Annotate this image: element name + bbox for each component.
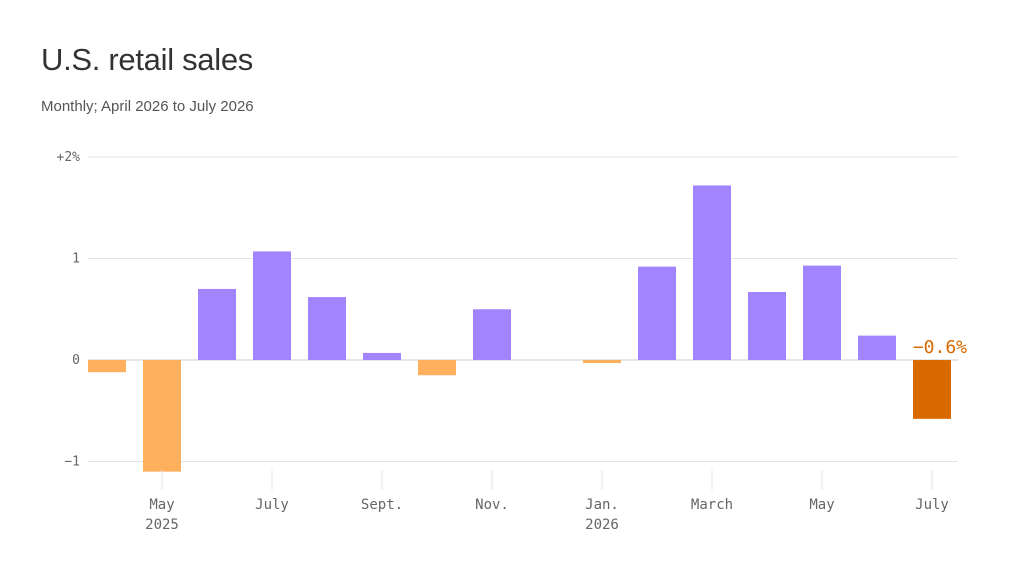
y-tick-label: 1: [72, 252, 80, 267]
x-tick-label: May: [809, 497, 834, 513]
bars-layer: [88, 185, 951, 472]
x-tick-year-label: 2026: [585, 517, 619, 533]
bar-june-2025: [198, 288, 236, 360]
bar-jan-2026: [583, 360, 621, 364]
x-tick-label: March: [691, 497, 733, 513]
bar-may-2026: [803, 265, 841, 360]
chart-title: U.S. retail sales: [41, 42, 253, 77]
bar-july-2025: [253, 251, 291, 360]
bar-june-2026: [858, 335, 896, 360]
y-tick-label: 0: [72, 353, 80, 368]
x-tick-label: July: [915, 497, 949, 513]
x-tick-label: Jan.: [585, 497, 619, 513]
bar-feb-2026: [638, 266, 676, 360]
highlight-value-label: −0.6%: [913, 337, 967, 358]
x-tick-label: July: [255, 497, 289, 513]
bar-nov-2025: [473, 309, 511, 360]
bar-april-2026: [748, 291, 786, 360]
bar-july-2026: [913, 360, 951, 419]
chart-subtitle: Monthly; April 2026 to July 2026: [41, 98, 254, 115]
bar-oct-2025: [418, 360, 456, 376]
x-tick-label: Nov.: [475, 497, 509, 513]
annotation-layer: −0.6%: [913, 337, 967, 358]
x-tick-year-label: 2025: [145, 517, 179, 533]
bar-april-2025: [88, 360, 126, 373]
y-tick-label: +2%: [57, 150, 81, 165]
x-tick-label: May: [149, 497, 174, 513]
bar-aug-2025: [308, 297, 346, 360]
bar-march-2026: [693, 185, 731, 360]
y-tick-label: −1: [64, 455, 80, 470]
x-tick-label: Sept.: [361, 497, 403, 513]
bar-may-2025: [143, 360, 181, 472]
x-axis: May 2025 July Sept. Nov. Jan. 2026 March May July: [145, 470, 949, 533]
bar-sept-2025: [363, 352, 401, 360]
